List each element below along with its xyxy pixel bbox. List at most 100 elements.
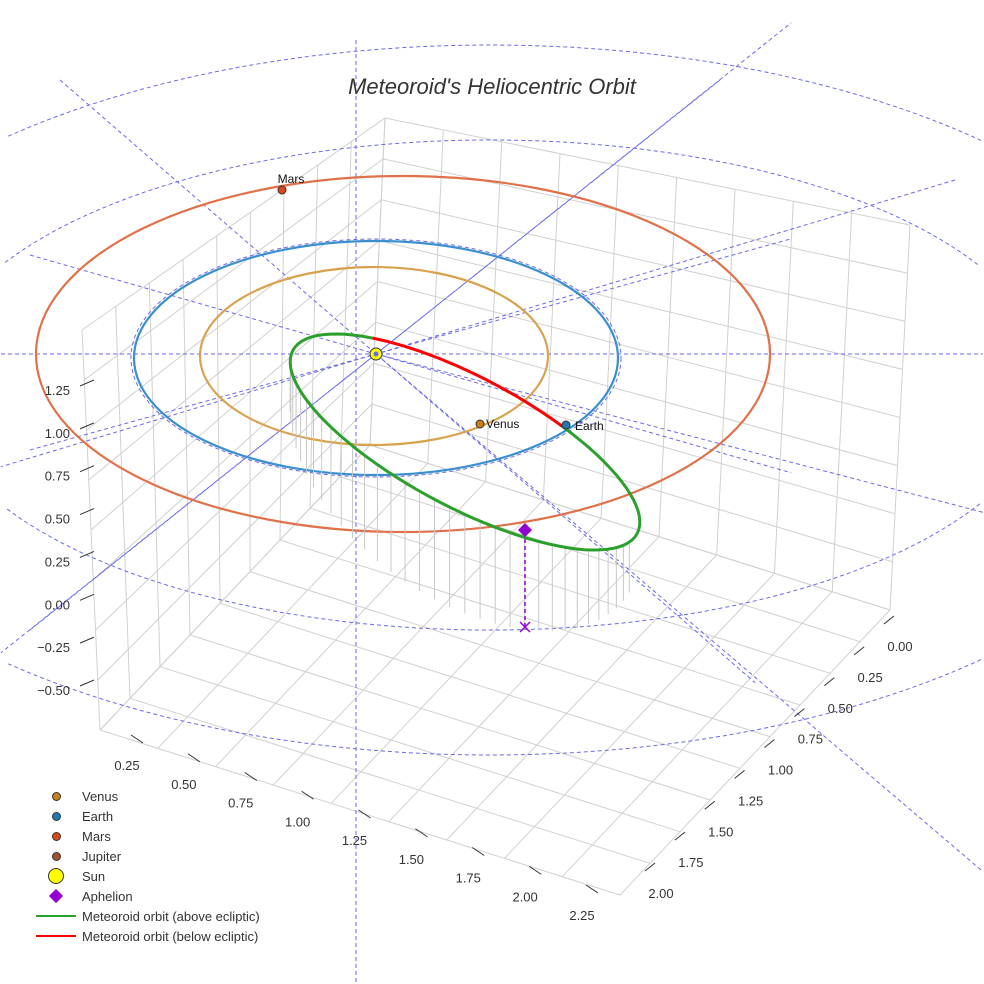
mars-point bbox=[277, 185, 287, 195]
floor-gridline bbox=[99, 729, 621, 896]
y-axis-tickmark bbox=[794, 708, 805, 718]
wall-gridline bbox=[97, 403, 373, 681]
z-axis-label: 0.25 bbox=[45, 554, 70, 569]
y-axis-tickmark bbox=[823, 677, 835, 687]
earth-label: Earth bbox=[575, 419, 604, 433]
y-axis-label: 1.25 bbox=[738, 793, 763, 808]
ecliptic-guides bbox=[0, 22, 984, 983]
floor-gridline bbox=[309, 507, 831, 674]
floor-gridline bbox=[189, 634, 711, 801]
z-axis-tickmark bbox=[79, 422, 95, 430]
z-axis-tickmark bbox=[79, 508, 95, 516]
y-axis-label: 0.00 bbox=[887, 639, 912, 654]
y-axis-label: 2.00 bbox=[648, 886, 673, 901]
x-axis-tickmark bbox=[130, 734, 144, 744]
guide-line bbox=[29, 238, 792, 451]
z-axis-label: −0.25 bbox=[37, 640, 70, 655]
z-axis-tickmark bbox=[79, 379, 95, 387]
venus-orbit bbox=[198, 265, 550, 447]
wall-gridline bbox=[95, 362, 375, 631]
legend-label: Meteoroid orbit (below ecliptic) bbox=[82, 928, 259, 944]
wall-gridline bbox=[369, 444, 891, 611]
floor-gridline bbox=[446, 554, 718, 841]
legend-label: Meteoroid orbit (above ecliptic) bbox=[82, 908, 260, 924]
y-axis-label: 1.00 bbox=[768, 763, 793, 778]
wall-gridline bbox=[99, 444, 371, 731]
wall-gridline bbox=[88, 240, 380, 481]
x-axis-label: 1.00 bbox=[285, 814, 310, 829]
x-axis-tickmark bbox=[585, 884, 599, 894]
legend-item[interactable]: Jupiter bbox=[36, 846, 260, 866]
legend-label: Venus bbox=[82, 788, 119, 804]
earth-point bbox=[561, 420, 571, 430]
y-axis-tickmark bbox=[674, 831, 686, 841]
aphelion-marker bbox=[518, 523, 532, 537]
floor-gridline bbox=[504, 572, 775, 859]
y-axis-tickmark bbox=[734, 769, 745, 779]
guide-ring bbox=[8, 44, 982, 756]
floor-gridline bbox=[619, 609, 891, 896]
legend-item[interactable]: Sun bbox=[36, 866, 260, 886]
floor-gridline bbox=[272, 499, 544, 786]
y-axis-tickmark bbox=[853, 646, 865, 656]
mars-orbit bbox=[34, 174, 772, 534]
floor-gridline bbox=[159, 666, 681, 833]
wall-gridline bbox=[375, 321, 898, 467]
x-axis-label: 0.75 bbox=[228, 796, 253, 811]
legend-item[interactable]: Earth bbox=[36, 806, 260, 826]
wall-gridline bbox=[384, 117, 911, 226]
x-axis-tickmark bbox=[301, 790, 314, 800]
x-axis-label: 1.25 bbox=[342, 833, 367, 848]
legend-label: Jupiter bbox=[82, 848, 122, 864]
circle-icon bbox=[36, 806, 76, 826]
floor-gridline bbox=[157, 462, 429, 749]
guide-line bbox=[29, 254, 792, 474]
wall-gridline bbox=[92, 322, 376, 581]
z-axis-label: 0.50 bbox=[45, 512, 70, 527]
x-axis-label: 0.50 bbox=[171, 777, 196, 792]
legend-label: Mars bbox=[82, 828, 111, 844]
line-swatch-icon bbox=[36, 906, 76, 926]
legend-item[interactable]: Venus bbox=[36, 786, 260, 806]
venus-point bbox=[475, 419, 485, 429]
legend-label: Sun bbox=[82, 868, 106, 884]
floor-gridline bbox=[279, 539, 801, 706]
wall-gridline bbox=[371, 403, 893, 563]
z-axis-tickmark bbox=[79, 593, 95, 601]
z-axis-tickmark bbox=[79, 636, 95, 644]
floor-gridline bbox=[129, 697, 651, 864]
y-axis-tickmark bbox=[644, 862, 656, 872]
x-axis-tickmark bbox=[187, 753, 201, 763]
z-axis-label: 1.00 bbox=[45, 426, 70, 441]
z-axis-label: 0.00 bbox=[45, 597, 70, 612]
floor-gridline bbox=[388, 536, 660, 823]
legend-item[interactable]: Aphelion bbox=[36, 886, 260, 906]
x-axis-tickmark bbox=[415, 828, 428, 838]
floor-gridline bbox=[219, 602, 741, 769]
legend-label: Earth bbox=[82, 808, 114, 824]
x-axis-tickmark bbox=[528, 865, 542, 875]
guide-line bbox=[0, 179, 956, 468]
y-axis-label: 0.25 bbox=[857, 670, 882, 685]
mars-label: Mars bbox=[278, 172, 305, 186]
circle-icon bbox=[36, 866, 76, 886]
wall-gridline bbox=[83, 158, 384, 381]
x-axis-tickmark bbox=[358, 809, 371, 819]
orbits bbox=[34, 174, 772, 631]
guide-line bbox=[29, 22, 792, 631]
circle-icon bbox=[36, 846, 76, 866]
z-axis-label: 1.25 bbox=[45, 383, 70, 398]
venus-label: Venus bbox=[486, 417, 519, 431]
legend-item[interactable]: Meteoroid orbit (above ecliptic) bbox=[36, 906, 260, 926]
floor-gridline bbox=[249, 571, 771, 738]
legend-item[interactable]: Meteoroid orbit (below ecliptic) bbox=[36, 926, 260, 946]
wall-gridline bbox=[379, 240, 903, 370]
floor-gridline bbox=[330, 517, 602, 804]
meteoroid-orbit-below bbox=[372, 336, 564, 429]
x-axis-label: 1.50 bbox=[399, 852, 424, 867]
legend-item[interactable]: Mars bbox=[36, 826, 260, 846]
guide-line bbox=[0, 79, 721, 654]
z-axis-label: −0.50 bbox=[37, 683, 70, 698]
